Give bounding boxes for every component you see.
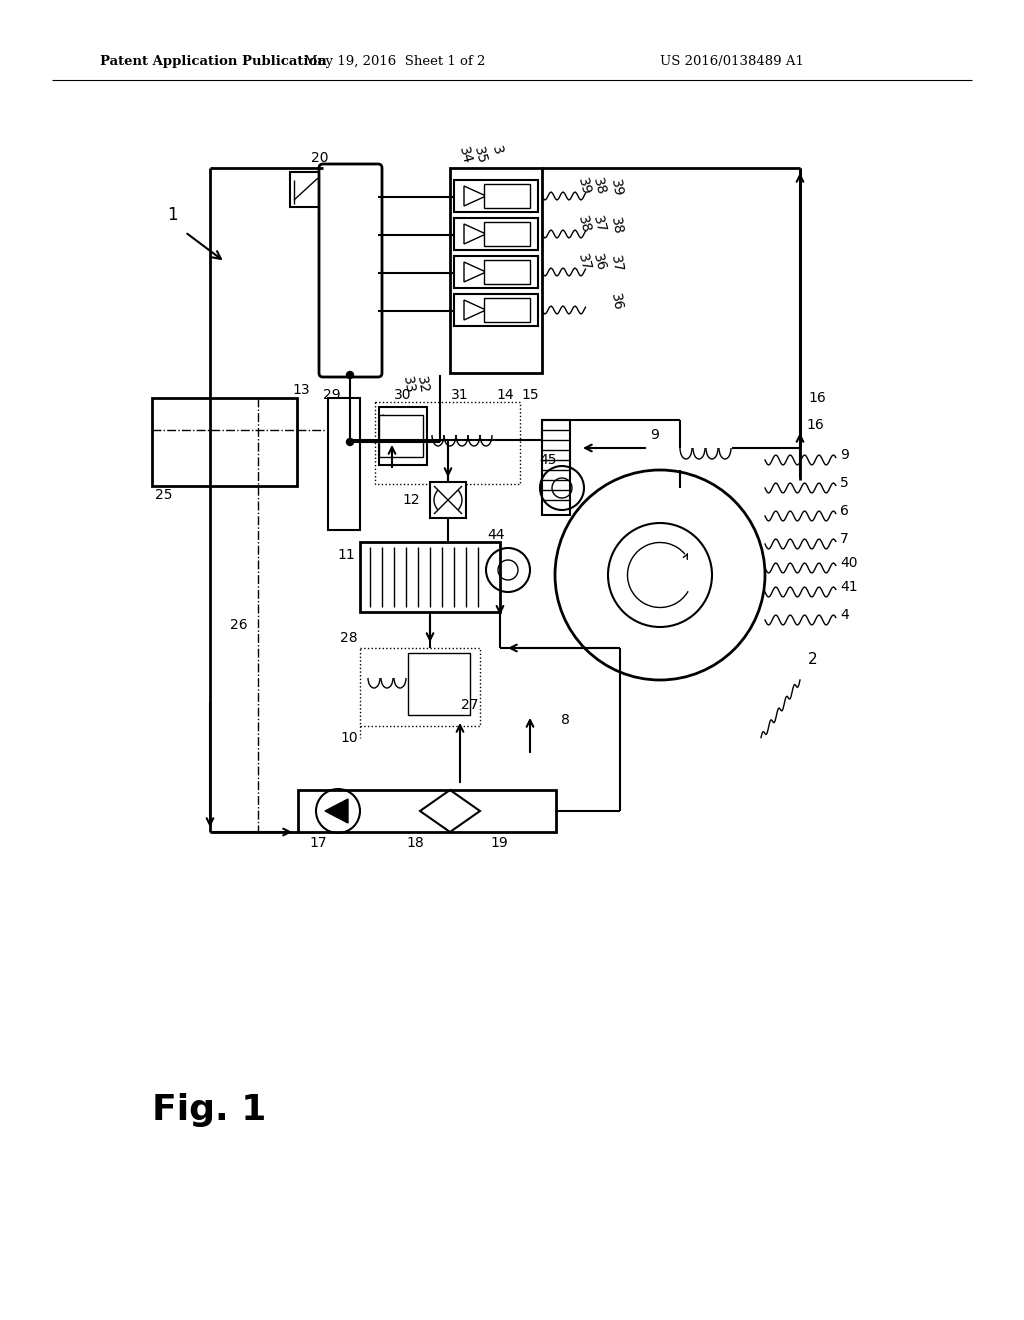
Bar [360,543,500,612]
Text: 10: 10 [340,731,358,744]
Circle shape [436,438,443,446]
Text: 18: 18 [407,836,424,850]
Bar [454,294,538,326]
Text: 9: 9 [840,447,849,462]
Text: 3: 3 [489,144,505,156]
Text: 36: 36 [590,252,608,272]
Bar [484,298,530,322]
Text: 38: 38 [608,216,625,236]
Text: 44: 44 [487,528,505,543]
Bar [430,482,466,517]
Bar [328,399,360,531]
Text: 26: 26 [230,618,248,632]
Bar [484,222,530,246]
Text: 37: 37 [590,214,608,234]
Text: 11: 11 [337,548,355,562]
Text: 40: 40 [840,556,857,570]
Text: Patent Application Publication: Patent Application Publication [100,55,327,69]
Bar [375,403,520,484]
Bar [484,183,530,209]
Text: 45: 45 [540,453,557,467]
Bar [298,789,556,832]
Text: 19: 19 [490,836,508,850]
Bar [360,648,480,726]
Text: 25: 25 [155,488,172,502]
Text: 27: 27 [461,698,479,711]
Text: 34: 34 [456,145,474,165]
Text: 1: 1 [167,206,177,224]
Text: 39: 39 [608,178,625,198]
Text: 16: 16 [806,418,823,432]
FancyBboxPatch shape [319,164,382,378]
Text: 2: 2 [808,652,817,668]
Text: 15: 15 [521,388,539,403]
Text: 37: 37 [608,255,625,273]
Bar [450,168,542,374]
Text: 7: 7 [840,532,849,546]
Bar [454,256,538,288]
Circle shape [346,371,353,379]
Text: 33: 33 [399,375,417,395]
Text: 29: 29 [324,388,341,403]
Text: 41: 41 [840,579,858,594]
Bar [379,414,423,457]
Text: 13: 13 [293,383,310,397]
Bar [542,420,570,515]
Text: 9: 9 [650,428,658,442]
Text: 5: 5 [840,477,849,490]
Circle shape [346,438,353,446]
Text: 31: 31 [452,388,469,403]
Bar [408,653,470,715]
Bar [379,407,427,465]
Text: US 2016/0138489 A1: US 2016/0138489 A1 [660,55,804,69]
Text: 12: 12 [402,492,420,507]
Bar [484,260,530,284]
Text: 28: 28 [340,631,358,645]
Text: 4: 4 [840,609,849,622]
Text: 38: 38 [590,176,608,197]
Text: 37: 37 [575,252,593,272]
Bar [290,172,323,207]
Bar [454,180,538,213]
Text: 30: 30 [394,388,412,403]
Text: 35: 35 [471,145,489,165]
Text: 32: 32 [414,375,430,395]
Text: 17: 17 [309,836,327,850]
Text: 14: 14 [497,388,514,403]
Bar [454,218,538,249]
Bar [152,399,297,486]
Text: 8: 8 [560,713,569,727]
Text: 36: 36 [608,292,625,312]
Text: Fig. 1: Fig. 1 [152,1093,266,1127]
Polygon shape [325,799,348,822]
Text: 20: 20 [311,150,329,165]
Text: 6: 6 [840,504,849,517]
Text: 16: 16 [808,391,825,405]
Text: May 19, 2016  Sheet 1 of 2: May 19, 2016 Sheet 1 of 2 [304,55,485,69]
Text: 39: 39 [575,176,593,197]
Text: 38: 38 [575,214,593,235]
